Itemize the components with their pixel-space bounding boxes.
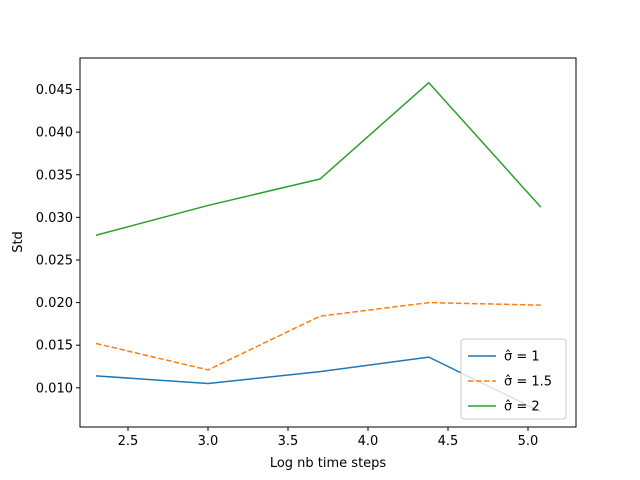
plot-frame	[79, 57, 577, 428]
y-tick-label: 0.035	[36, 168, 73, 183]
x-axis-label: Log nb time steps	[270, 456, 387, 471]
x-tick-label: 4.5	[438, 434, 459, 449]
y-tick-label: 0.025	[36, 253, 73, 268]
legend-box	[460, 338, 567, 420]
legend-entry-label: σ̂ = 1.5	[504, 375, 552, 390]
y-tick-label: 0.010	[36, 381, 73, 396]
x-tick-label: 2.5	[118, 434, 139, 449]
legend: σ̂ = 1 σ̂ = 1.5 σ̂ = 2	[460, 338, 567, 420]
x-tick-label: 5.0	[518, 434, 539, 449]
legend-entry-label: σ̂ = 1	[504, 350, 540, 365]
y-axis-label: Std	[11, 231, 26, 253]
x-axis-ticks: 2.5 3.0 3.5 4.0 4.5 5.0	[118, 427, 539, 449]
y-tick-label: 0.030	[36, 211, 73, 226]
y-tick-label: 0.045	[36, 83, 73, 98]
series-line-2	[95, 301, 541, 371]
legend-entry-label: σ̂ = 2	[504, 400, 540, 415]
x-tick-label: 4.0	[358, 434, 379, 449]
series-line-3	[95, 81, 542, 236]
x-tick-label: 3.5	[278, 434, 299, 449]
x-tick-label: 3.0	[198, 434, 219, 449]
y-axis-ticks: 0.010 0.015 0.020 0.025 0.030 0.035 0.040 0.045	[36, 83, 80, 396]
y-tick-label: 0.020	[36, 296, 73, 311]
y-tick-label: 0.015	[36, 339, 73, 354]
y-tick-label: 0.040	[36, 126, 73, 141]
